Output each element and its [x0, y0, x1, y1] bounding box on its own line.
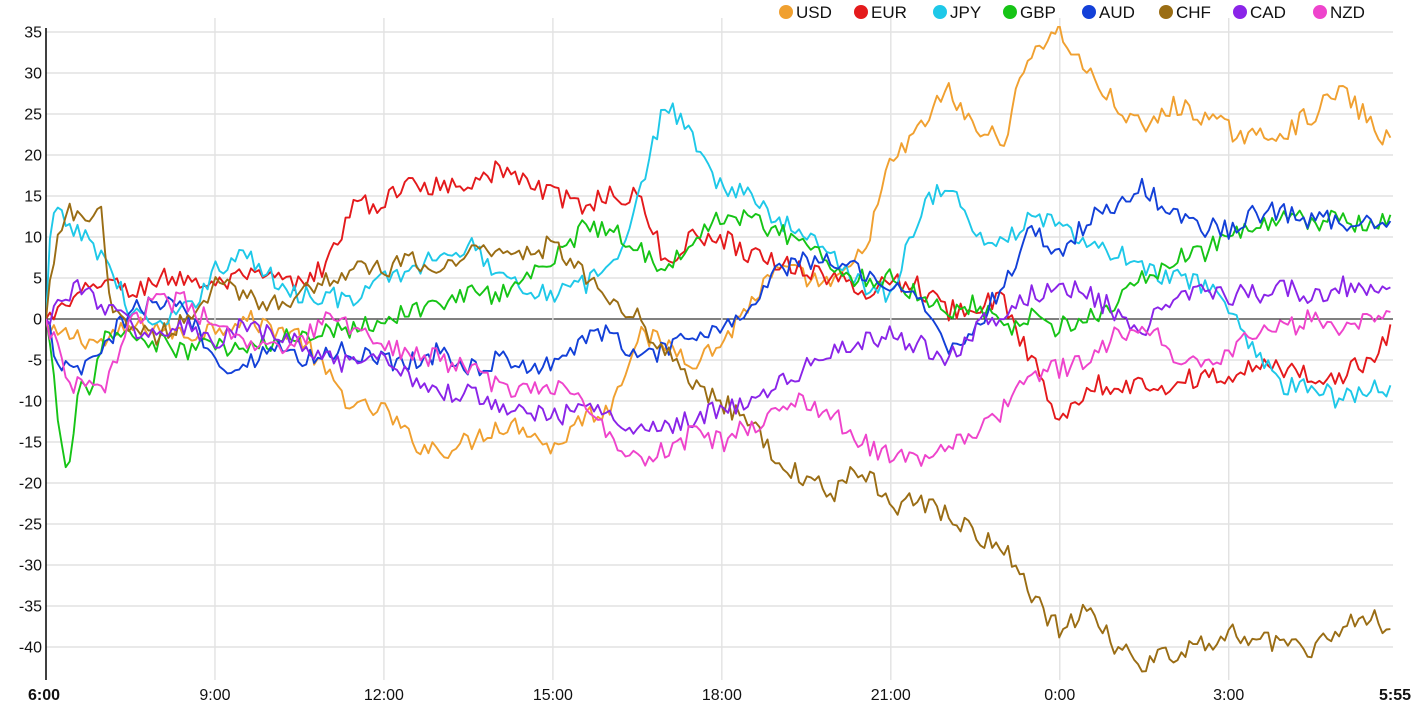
legend-marker — [1313, 5, 1327, 19]
y-tick-label: -20 — [19, 476, 42, 493]
x-tick-label: 12:00 — [364, 687, 404, 704]
y-tick-label: 25 — [24, 107, 42, 124]
legend-label: USD — [796, 3, 832, 22]
y-tick-label: 15 — [24, 189, 42, 206]
legend-item-eur[interactable]: EUR — [854, 3, 907, 22]
legend-label: GBP — [1020, 3, 1056, 22]
legend-item-chf[interactable]: CHF — [1159, 3, 1211, 22]
series-lines — [46, 26, 1392, 673]
y-tick-label: 0 — [33, 312, 42, 329]
legend-marker — [1082, 5, 1096, 19]
legend: USD EUR JPY GBP AUD CHF CAD NZD — [779, 3, 1365, 22]
legend-label: CHF — [1176, 3, 1211, 22]
x-tick-label: 9:00 — [199, 687, 230, 704]
series-line-chf — [46, 202, 1391, 673]
y-tick-label: -5 — [28, 353, 42, 370]
y-tick-label: -10 — [19, 394, 42, 411]
y-tick-label: -30 — [19, 558, 42, 575]
legend-marker — [1159, 5, 1173, 19]
y-tick-label: 5 — [33, 271, 42, 288]
legend-label: CAD — [1250, 3, 1286, 22]
series-line-jpy — [46, 102, 1392, 409]
legend-label: EUR — [871, 3, 907, 22]
x-tick-label: 15:00 — [533, 687, 573, 704]
legend-marker — [1003, 5, 1017, 19]
legend-item-gbp[interactable]: GBP — [1003, 3, 1056, 22]
y-tick-label: -35 — [19, 599, 42, 616]
y-tick-label: 10 — [24, 230, 42, 247]
x-tick-label: 0:00 — [1044, 687, 1075, 704]
y-tick-label: 30 — [24, 66, 42, 83]
legend-marker — [779, 5, 793, 19]
legend-marker — [1233, 5, 1247, 19]
legend-item-nzd[interactable]: NZD — [1313, 3, 1365, 22]
legend-marker — [933, 5, 947, 19]
y-tick-label: 20 — [24, 148, 42, 165]
x-tick-label: 3:00 — [1213, 687, 1244, 704]
y-tick-label: -25 — [19, 517, 42, 534]
x-tick-label: 5:55 — [1379, 687, 1411, 704]
series-line-usd — [46, 26, 1392, 460]
legend-item-aud[interactable]: AUD — [1082, 3, 1135, 22]
legend-label: AUD — [1099, 3, 1135, 22]
x-tick-label: 6:00 — [28, 687, 60, 704]
y-tick-label: -15 — [19, 435, 42, 452]
x-tick-label: 21:00 — [871, 687, 911, 704]
legend-label: NZD — [1330, 3, 1365, 22]
legend-marker — [854, 5, 868, 19]
series-line-gbp — [46, 209, 1392, 469]
x-tick-label: 18:00 — [702, 687, 742, 704]
series-line-nzd — [46, 291, 1391, 467]
series-line-eur — [46, 160, 1392, 421]
legend-label: JPY — [950, 3, 981, 22]
legend-item-cad[interactable]: CAD — [1233, 3, 1286, 22]
series-line-aud — [46, 177, 1392, 377]
series-line-cad — [46, 275, 1391, 435]
y-tick-label: 35 — [24, 25, 42, 42]
legend-item-jpy[interactable]: JPY — [933, 3, 981, 22]
y-tick-label: -40 — [19, 640, 42, 657]
legend-item-usd[interactable]: USD — [779, 3, 832, 22]
axes: 35 30 25 20 15 10 5 0 -5 -10 -15 -20 -25 -30 -35 -40 6:0… — [19, 25, 1411, 705]
